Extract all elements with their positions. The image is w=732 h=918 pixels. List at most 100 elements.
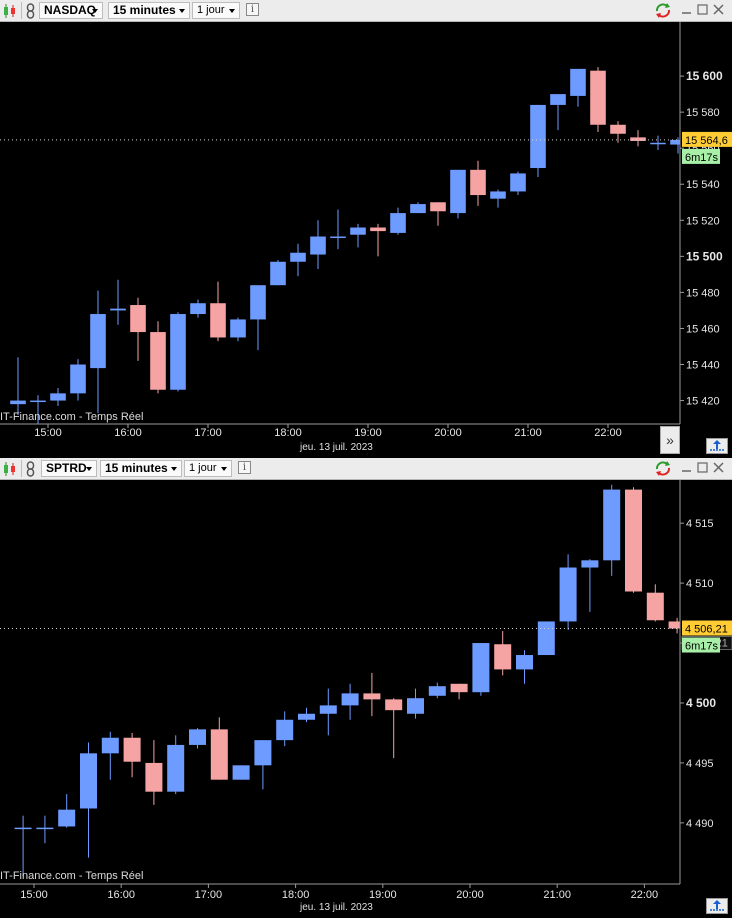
refresh-icon[interactable] bbox=[654, 2, 672, 19]
corner-zoom-button[interactable] bbox=[706, 898, 728, 914]
maximize-icon[interactable] bbox=[697, 462, 708, 473]
candle-body bbox=[610, 124, 626, 134]
period-select[interactable]: 1 jour bbox=[192, 2, 240, 19]
candle bbox=[210, 281, 226, 342]
candle-body bbox=[330, 236, 346, 239]
y-tick-label: 15 600 bbox=[686, 69, 723, 83]
candle-body bbox=[276, 719, 294, 741]
candle bbox=[515, 650, 534, 684]
candle-body bbox=[370, 227, 386, 232]
candle bbox=[170, 312, 186, 392]
candle-body bbox=[341, 693, 359, 706]
chart-panel-nasdaq: NASDAQ 15 minutes 1 jour i 15 420 15 440 1… bbox=[0, 0, 732, 456]
candle bbox=[110, 279, 126, 325]
period-label: 1 jour bbox=[189, 462, 217, 474]
candle bbox=[290, 243, 306, 277]
candle-body bbox=[624, 489, 643, 592]
period-label: 1 jour bbox=[197, 4, 225, 16]
candle bbox=[350, 223, 366, 248]
minimize-icon[interactable] bbox=[681, 462, 692, 473]
candle bbox=[537, 621, 555, 656]
candle-body bbox=[630, 137, 646, 141]
candle bbox=[450, 169, 466, 219]
y-tick-label: 4 495 bbox=[686, 758, 714, 770]
candle bbox=[36, 815, 54, 844]
x-tick-label: 19:00 bbox=[354, 427, 382, 439]
refresh-icon[interactable] bbox=[654, 460, 672, 477]
zoom-icon bbox=[710, 440, 724, 451]
candle bbox=[90, 290, 106, 414]
chart-panel-sptrd: SPTRD 15 minutes 1 jour i 4 490 4 495 4 50… bbox=[0, 458, 732, 916]
symbol-select[interactable]: SPTRD bbox=[41, 460, 97, 477]
candle-body bbox=[406, 698, 425, 714]
chart-type-icon[interactable] bbox=[2, 461, 18, 477]
link-icon[interactable] bbox=[24, 461, 37, 477]
candle-body bbox=[310, 236, 326, 255]
candle-body bbox=[515, 655, 534, 670]
candle bbox=[370, 223, 386, 257]
y-tick-label: 15 440 bbox=[686, 360, 720, 372]
candle-body bbox=[428, 686, 446, 696]
chevron-down-icon bbox=[221, 467, 227, 471]
period-select[interactable]: 1 jour bbox=[184, 460, 232, 477]
candle bbox=[630, 130, 646, 147]
x-tick-label: 17:00 bbox=[195, 889, 223, 901]
last-price-tag bbox=[682, 620, 732, 636]
countdown-text: 6m17s bbox=[685, 152, 719, 164]
candle-body bbox=[390, 213, 406, 233]
candle bbox=[385, 698, 403, 759]
y-tick-label: 4 500 bbox=[686, 696, 716, 710]
candle-body bbox=[10, 400, 26, 405]
minimize-icon[interactable] bbox=[681, 4, 692, 15]
candle-body bbox=[297, 713, 316, 720]
candle-body bbox=[450, 169, 466, 214]
info-icon[interactable]: i bbox=[246, 3, 259, 16]
close-icon[interactable] bbox=[713, 4, 724, 15]
y-tick-label: 15 540 bbox=[686, 179, 720, 191]
candle bbox=[145, 740, 163, 805]
y-tick-label: 4 515 bbox=[686, 518, 714, 530]
candle-body bbox=[494, 644, 512, 670]
candle-body bbox=[123, 737, 141, 762]
close-icon[interactable] bbox=[713, 462, 724, 473]
x-tick-label: 15:00 bbox=[34, 427, 62, 439]
y-tick-label: 4 510 bbox=[686, 578, 714, 590]
candle-body bbox=[530, 104, 546, 169]
maximize-icon[interactable] bbox=[697, 4, 708, 15]
symbol-label: NASDAQ bbox=[44, 3, 97, 17]
candlestick-chart[interactable]: 15 420 15 440 15 460 15 480 15 500 15 520 15 5… bbox=[0, 22, 732, 456]
candle-body bbox=[145, 762, 163, 792]
scroll-right-button[interactable]: » bbox=[660, 426, 680, 454]
candle-body bbox=[210, 303, 226, 338]
chevron-down-icon bbox=[92, 9, 98, 13]
symbol-select[interactable]: NASDAQ bbox=[39, 2, 103, 19]
candle-body bbox=[250, 285, 266, 320]
y-tick-label: 4 490 bbox=[686, 818, 714, 830]
candle-body bbox=[603, 489, 621, 561]
candle bbox=[430, 202, 446, 226]
candle bbox=[232, 765, 250, 780]
candle-body bbox=[319, 705, 337, 714]
candle bbox=[530, 104, 546, 178]
chart-type-icon[interactable] bbox=[2, 3, 18, 19]
candle-body bbox=[167, 744, 185, 792]
price-axis bbox=[680, 22, 732, 456]
interval-label: 15 minutes bbox=[105, 461, 168, 475]
last-price-tag bbox=[682, 131, 732, 147]
candle-body bbox=[363, 693, 381, 700]
candle bbox=[276, 711, 294, 747]
chevron-down-icon bbox=[229, 9, 235, 13]
interval-select[interactable]: 15 minutes bbox=[100, 460, 182, 477]
candle bbox=[250, 285, 266, 351]
link-icon[interactable] bbox=[24, 3, 37, 19]
candle bbox=[668, 617, 686, 634]
corner-zoom-button[interactable] bbox=[706, 438, 728, 454]
info-icon[interactable]: i bbox=[238, 461, 251, 474]
candle-body bbox=[668, 621, 686, 629]
chart-toolbar: NASDAQ 15 minutes 1 jour i bbox=[0, 0, 732, 22]
candle bbox=[624, 487, 643, 593]
interval-select[interactable]: 15 minutes bbox=[108, 2, 190, 19]
candle bbox=[310, 220, 326, 269]
y-tick-label: 15 580 bbox=[686, 107, 720, 119]
